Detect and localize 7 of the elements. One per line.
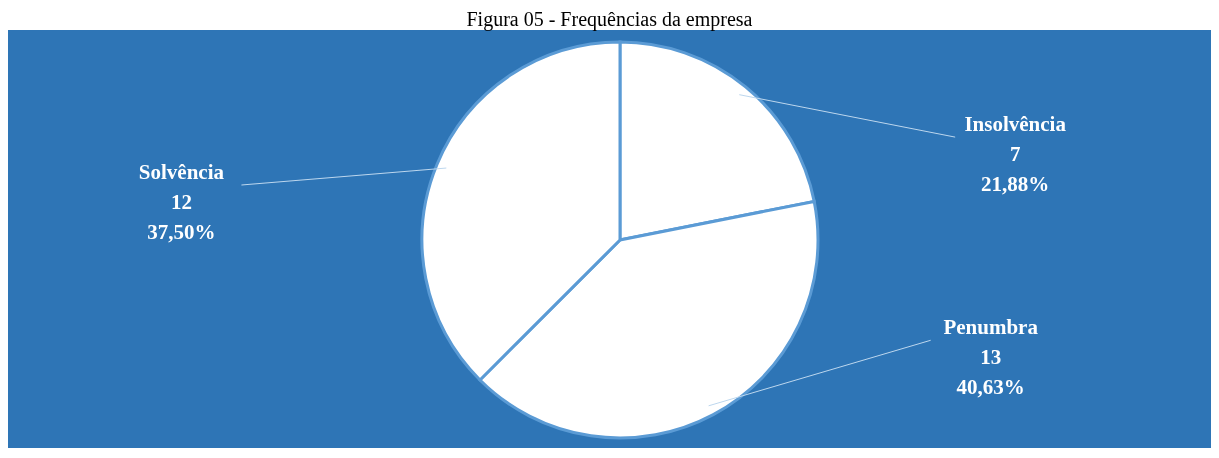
data-label: 7 21,88% xyxy=(981,142,1050,197)
data-label: 12 37,50% xyxy=(147,190,216,245)
slice-label: Insolvência xyxy=(964,112,1067,137)
slice-label: Solvência xyxy=(138,160,225,185)
data-label: 13 40,63% xyxy=(956,345,1025,400)
chart-title: Figura 05 - Frequências da empresa xyxy=(465,8,754,30)
slice-label: Penumbra xyxy=(943,315,1039,340)
